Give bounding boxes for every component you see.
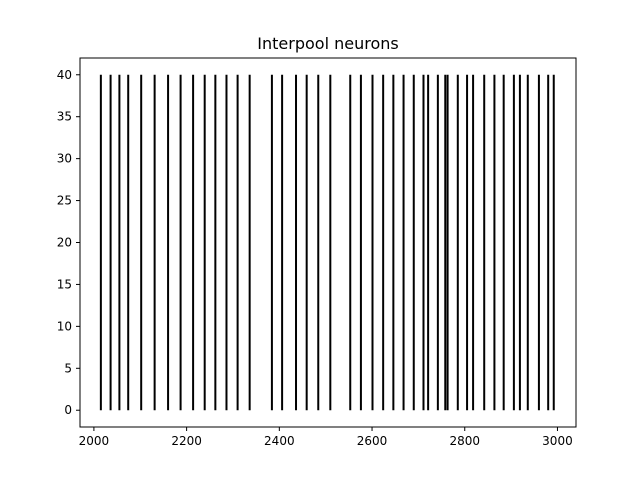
x-tick-label-0: 2000	[79, 434, 110, 448]
y-tick-label-4: 20	[57, 236, 72, 250]
x-tick-label-3: 2600	[357, 434, 388, 448]
x-tick-label-1: 2200	[171, 434, 202, 448]
y-tick-label-0: 0	[64, 403, 72, 417]
chart-title: Interpool neurons	[257, 34, 398, 53]
y-tick-label-3: 15	[57, 277, 72, 291]
event-lines	[99, 74, 555, 411]
y-tick-label-1: 5	[64, 361, 72, 375]
y-tick-label-7: 35	[57, 110, 72, 124]
x-tick-label-2: 2400	[264, 434, 295, 448]
x-axis: 2000 2200 2400 2600 2800 3000	[79, 427, 573, 448]
x-tick-label-4: 2800	[449, 434, 480, 448]
x-tick-label-5: 3000	[542, 434, 573, 448]
y-tick-label-5: 25	[57, 194, 72, 208]
plot-frame	[79, 57, 577, 428]
y-axis: 0 5 10 15 20 25 30 35 40	[57, 68, 80, 417]
y-tick-label-8: 40	[57, 68, 72, 82]
y-tick-label-6: 30	[57, 152, 72, 166]
y-tick-label-2: 10	[57, 319, 72, 333]
